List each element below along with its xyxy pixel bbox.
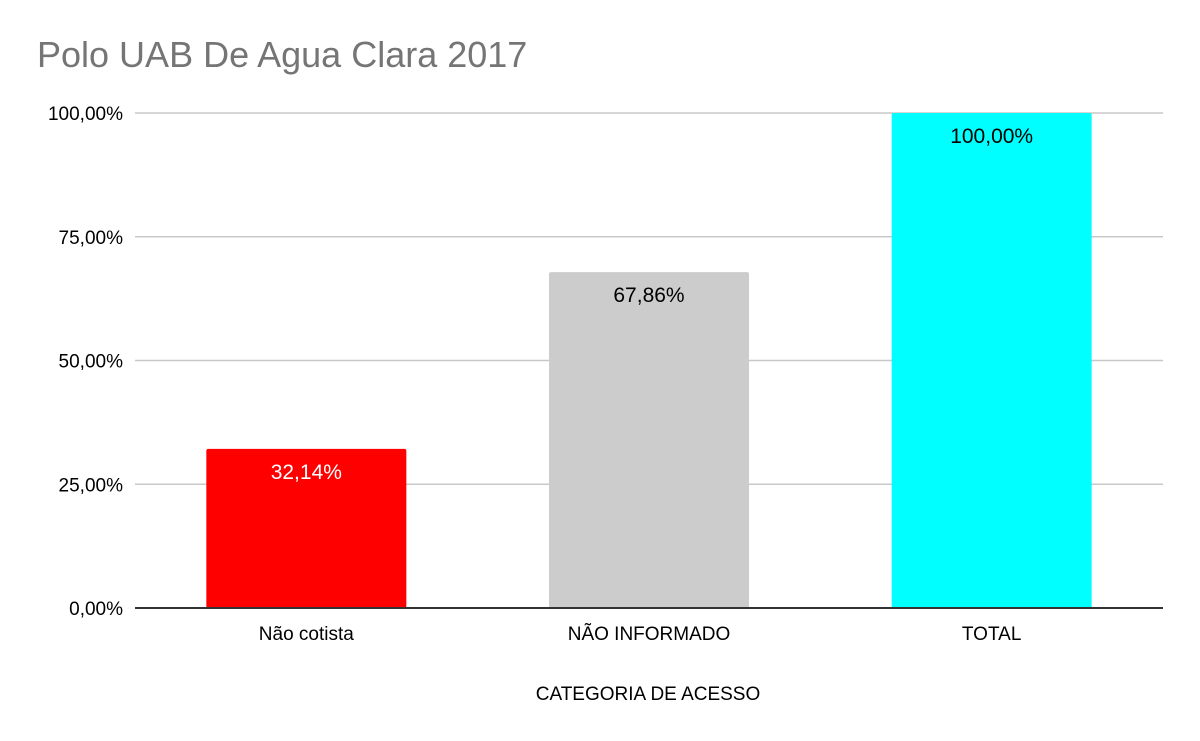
bar-value-label: 32,14% xyxy=(271,461,342,484)
chart-title: Polo UAB De Agua Clara 2017 xyxy=(37,34,528,75)
x-tick-label: Não cotista xyxy=(259,624,354,645)
y-tick-label: 0,00% xyxy=(69,599,123,620)
x-tick-label: NÃO INFORMADO xyxy=(568,623,731,645)
bars: 32,14% 67,86% 100,00% xyxy=(206,113,1092,608)
y-tick-label: 25,00% xyxy=(59,475,124,496)
bar-value-label: 100,00% xyxy=(950,125,1033,148)
bar-value-label: 67,86% xyxy=(613,284,684,307)
bar xyxy=(206,448,407,608)
y-tick-label: 100,00% xyxy=(48,104,123,125)
y-tick-label: 50,00% xyxy=(59,352,124,373)
axes: 0,00% 25,00% 50,00% 75,00% 100,00% Não cotist… xyxy=(48,104,1163,645)
bar xyxy=(891,113,1092,608)
y-tick-label: 75,00% xyxy=(59,228,124,249)
bar xyxy=(549,272,749,608)
x-axis-title: CATEGORIA DE ACESSO xyxy=(536,684,761,705)
x-tick-label: TOTAL xyxy=(962,624,1021,645)
